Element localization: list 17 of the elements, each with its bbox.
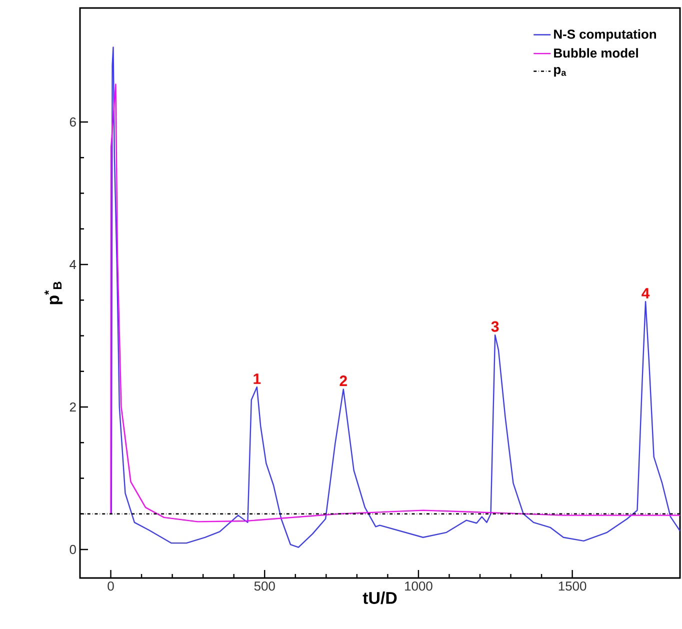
y-tick-label: 4 — [70, 260, 76, 269]
annotation: 3 — [491, 321, 499, 332]
y-axis-title: p$^{*}$B — [44, 282, 62, 304]
annotation: 1 — [254, 374, 261, 384]
legend-label: Bubble model — [554, 48, 638, 58]
x-tick-label: 1000 — [405, 582, 432, 591]
annotation: 2 — [340, 376, 347, 386]
y-tick-label: 6 — [70, 117, 76, 127]
legend-label: p$_{a}$ — [554, 67, 566, 77]
x-tick-label: 1500 — [558, 582, 586, 591]
x-tick-label: 500 — [254, 582, 275, 591]
annotation: 4 — [642, 288, 650, 298]
x-tick-label: 0 — [108, 582, 114, 591]
y-tick-label: 0 — [70, 544, 76, 554]
x-axis-title: tU/D — [362, 592, 397, 604]
legend-label: N-S computation — [554, 29, 656, 42]
y-tick-label: 2 — [70, 402, 76, 412]
